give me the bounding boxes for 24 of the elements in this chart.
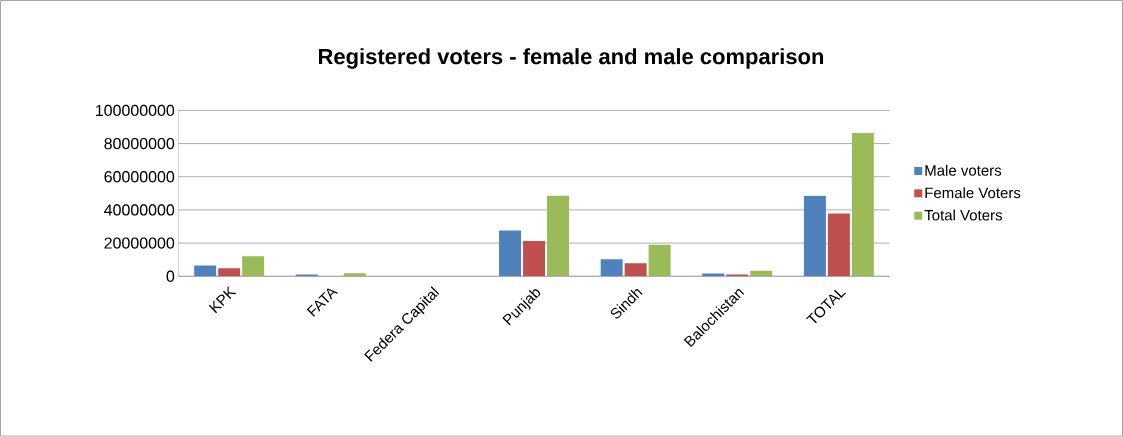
bar xyxy=(523,241,546,277)
legend-label: Female Voters xyxy=(925,187,1021,199)
y-tick-label: 80000000 xyxy=(104,138,175,150)
bar xyxy=(600,259,623,277)
y-tick-label: 20000000 xyxy=(104,237,175,249)
bar xyxy=(242,256,265,277)
bar xyxy=(851,133,874,277)
bar xyxy=(547,195,569,277)
bar xyxy=(499,230,522,277)
bar xyxy=(218,268,241,277)
y-tick-label: 60000000 xyxy=(104,171,175,183)
bar xyxy=(343,273,366,277)
legend-label: Male voters xyxy=(925,164,1002,176)
bar xyxy=(194,265,217,277)
bar xyxy=(648,244,671,277)
bar xyxy=(750,270,773,277)
bar xyxy=(827,213,850,277)
bar xyxy=(803,195,826,277)
y-tick-label: 0 xyxy=(166,270,175,283)
chart-title: Registered voters - female and male comparison xyxy=(319,48,824,69)
legend-label: Total Voters xyxy=(924,209,1002,221)
bar xyxy=(624,263,647,277)
y-tick-label: 40000000 xyxy=(104,204,175,216)
y-tick-label: 100000000 xyxy=(96,104,175,117)
